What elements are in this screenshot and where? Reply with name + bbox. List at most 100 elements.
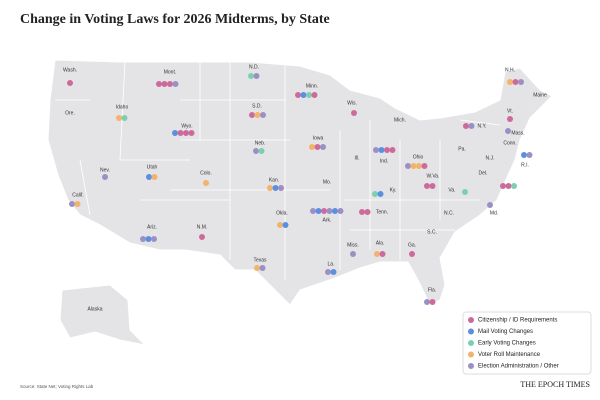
change-dot [429,183,436,189]
state-label: R.I. [521,162,529,168]
change-dot [116,115,122,121]
change-dot [183,130,189,136]
change-dot [409,251,415,257]
state-label: Ore. [65,110,75,116]
change-dot [315,208,322,214]
us-map [47,59,553,346]
state-label: Del. [479,170,488,176]
state-label: Wis. [347,100,357,106]
state-label: Va. [448,187,455,193]
legend-label: Mail Voting Changes [478,329,533,335]
state-label: Wyo. [181,123,192,129]
state-label: Idaho [116,104,129,110]
state-label: Fla. [428,287,436,293]
state-label: Pa. [458,146,466,152]
state-borders [55,61,501,280]
change-dot [384,147,390,153]
change-dot [487,202,493,208]
change-dot [249,112,255,118]
change-dot [326,208,333,214]
change-dot [282,222,289,228]
change-dot [254,265,260,271]
legend: Citizenship / ID Requirements Mail Voting… [468,317,559,370]
change-dot [325,269,331,275]
change-dot [374,251,380,257]
change-dot [254,112,261,118]
state-label: Md. [490,210,498,216]
change-dot [145,236,152,242]
change-dot [277,222,283,228]
change-dot [74,201,81,207]
state-label: La. [328,261,335,267]
mainland [47,59,553,306]
change-dot [462,189,468,195]
change-dot [505,128,511,134]
state-label: Calif. [72,192,83,198]
change-dot [146,174,152,180]
state-label: Colo. [200,170,212,176]
change-dot [272,185,279,191]
state-labels: Wash. Mont. N.D. Minn. Wis. Ore. Idaho Wyo. S.D.… [63,64,547,312]
state-label: Ill. [355,155,360,161]
change-dot [172,81,179,87]
state-label: N.D. [249,64,259,70]
legend-swatch [468,317,474,323]
state-label: Mo. [323,179,331,185]
change-dot [429,299,436,305]
state-label: Vt. [507,108,513,114]
change-dot [267,185,273,191]
change-dot [526,152,533,158]
state-label: S.C. [427,229,437,235]
legend-swatch [468,340,474,346]
change-dot [172,130,178,136]
state-label: Maine [533,92,547,98]
change-dot [248,73,254,79]
state-label: N.C. [444,210,454,216]
change-dot [378,147,385,153]
change-dot [67,80,73,86]
change-dot [372,191,378,197]
change-dot [332,208,338,214]
state-label: N.Y. [477,123,486,129]
change-dot [161,81,168,87]
change-dot [410,163,417,169]
state-label: Mich. [394,117,406,123]
change-dot [300,92,307,98]
change-dot [416,163,422,169]
change-dot [199,234,205,240]
change-dot [259,265,266,271]
state-label: Texas [253,257,267,263]
alaska [59,284,147,346]
state-label: Ind. [380,158,388,164]
legend-label: Voter Roll Maintenance [478,352,541,358]
change-dot [521,152,527,158]
logo: THE EPOCH TIMES [520,380,590,389]
legend-label: Early Voting Changes [478,341,536,347]
change-dot [379,251,386,257]
change-dot [337,208,344,214]
change-dot [463,123,469,129]
state-label: Ariz. [147,224,157,230]
state-label: Conn. [503,140,516,146]
legend-label: Citizenship / ID Requirements [478,318,557,324]
change-dot [321,208,327,214]
state-label: N.H. [505,67,515,73]
change-dot [468,123,475,129]
state-label: Miss. [347,242,359,248]
change-dot [421,163,428,169]
change-dot [330,269,337,275]
state-label: Ala. [376,240,385,246]
state-label: Neb. [255,140,266,146]
state-label: Mont. [164,69,177,75]
change-dot [424,299,430,305]
state-dots [67,73,533,305]
change-dot [507,79,513,85]
change-dot [177,130,184,136]
change-dot [258,148,265,154]
title: Change in Voting Laws for 2026 Midterms,… [20,12,330,27]
state-label: Minn. [306,83,318,89]
change-dot [121,115,128,121]
change-dot [69,201,75,207]
change-dot [505,183,512,189]
